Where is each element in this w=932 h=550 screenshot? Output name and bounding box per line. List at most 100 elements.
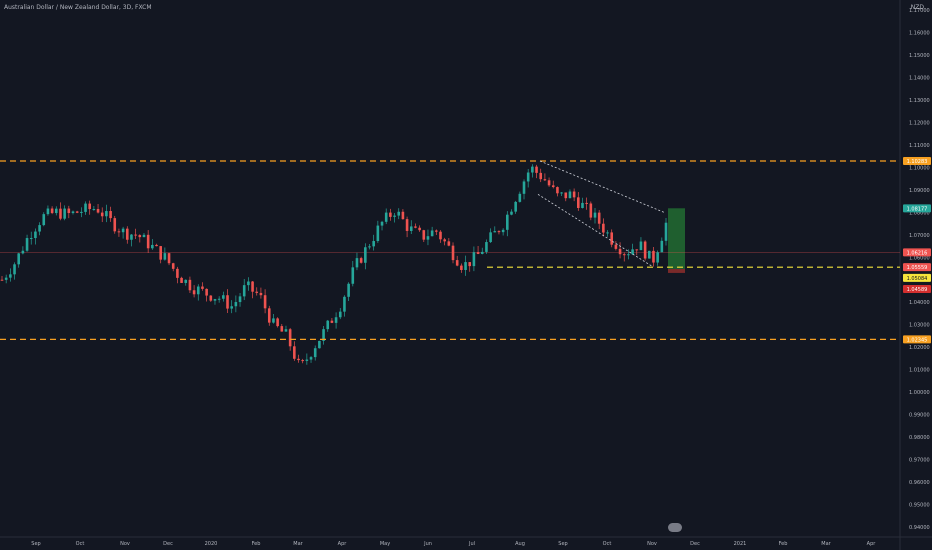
time-tick-label: Jun — [423, 541, 432, 547]
candle-body — [100, 212, 104, 217]
price-tick-label: 1.03000 — [909, 323, 930, 329]
time-tick-label: Dec — [690, 541, 700, 547]
candle-body — [489, 232, 492, 243]
candle-body — [201, 286, 204, 289]
candle-body — [84, 203, 87, 212]
candle-body — [171, 263, 175, 269]
price-tick-label: 1.08000 — [909, 210, 930, 216]
candle-body — [539, 172, 543, 180]
candle-body — [610, 232, 614, 245]
candle-body — [113, 218, 117, 232]
price-label-badge — [903, 204, 931, 213]
candle-body — [405, 219, 409, 231]
candle-body — [138, 235, 142, 238]
candle-body — [664, 222, 668, 241]
price-tick-label: 1.09000 — [909, 188, 930, 194]
candle-body — [418, 227, 421, 231]
candle-body — [330, 320, 334, 323]
candle-body — [105, 211, 108, 217]
candle-body — [384, 212, 388, 222]
price-tick-label: 1.02000 — [909, 345, 930, 351]
candle-body — [455, 260, 459, 266]
candle-body — [29, 238, 33, 240]
candle-body — [401, 211, 405, 220]
candle-body — [506, 214, 509, 230]
candle-body — [130, 234, 133, 240]
price-label-badge — [903, 273, 931, 282]
price-tick-label: 1.06000 — [909, 255, 930, 261]
candle-body — [343, 296, 346, 312]
candle-body — [259, 292, 263, 296]
candle-body — [188, 279, 192, 291]
candle-body — [589, 203, 593, 218]
stop-zone — [668, 268, 685, 273]
candle-body — [121, 228, 125, 233]
candle-body — [451, 245, 455, 261]
candle-body — [38, 225, 41, 232]
candle-body — [656, 252, 659, 263]
candle-body — [618, 248, 622, 255]
price-tick-label: 1.15000 — [909, 53, 930, 59]
candle-body — [247, 281, 250, 286]
currency-label: NZD — [910, 4, 924, 11]
candle-body — [71, 211, 75, 214]
candle-body — [25, 238, 29, 251]
candle-body — [635, 249, 639, 251]
candle-body — [551, 185, 555, 188]
candle-body — [267, 308, 271, 323]
candle-body — [364, 247, 367, 263]
candle-body — [447, 241, 451, 246]
tradingview-logo-icon — [668, 523, 682, 532]
price-label-badge — [903, 263, 931, 272]
candle-body — [430, 230, 434, 237]
candle-body — [163, 253, 167, 260]
candle-body — [50, 208, 54, 214]
candle-body — [376, 225, 380, 242]
time-tick-label: Feb — [252, 541, 261, 547]
candle-body — [75, 211, 79, 213]
candle-body — [476, 252, 480, 254]
time-tick-label: Feb — [779, 541, 788, 547]
candle-body — [167, 253, 171, 264]
candle-body — [96, 208, 100, 213]
candle-body — [142, 234, 146, 238]
candle-body — [485, 242, 488, 252]
candle-body — [389, 212, 392, 217]
candle-body — [497, 231, 501, 233]
candle-body — [355, 258, 359, 268]
candle-body — [572, 191, 576, 198]
candle-body — [577, 197, 580, 208]
candle-body — [380, 221, 384, 226]
candle-body — [334, 317, 338, 323]
candle-body — [209, 295, 213, 301]
candle-body — [322, 329, 325, 341]
candle-body — [59, 208, 62, 219]
candle-body — [622, 254, 626, 256]
chart-title: Australian Dollar / New Zealand Dollar, … — [4, 4, 152, 11]
candle-body — [88, 203, 91, 210]
candle-body — [238, 296, 242, 303]
time-tick-label: Apr — [338, 541, 348, 547]
price-label-text: 1.04589 — [907, 287, 928, 293]
price-label-text: 1.05084 — [907, 276, 928, 282]
time-tick-label: Mar — [293, 541, 303, 547]
candle-body — [205, 288, 208, 296]
candle-body — [351, 267, 355, 284]
candle-body — [347, 283, 350, 297]
candle-body — [309, 357, 313, 360]
candle-body — [305, 359, 309, 361]
candle-body — [522, 181, 526, 194]
candle-body — [639, 241, 643, 251]
candle-body — [501, 229, 505, 233]
candle-body — [647, 250, 651, 259]
candle-body — [359, 258, 363, 263]
candle-body — [54, 208, 58, 214]
candle-body — [426, 236, 430, 240]
candle-body — [217, 298, 221, 300]
price-tick-label: 1.11000 — [909, 143, 930, 149]
candle-body — [80, 211, 83, 213]
candle-body — [92, 208, 96, 210]
candle-body — [301, 360, 304, 362]
candle-body — [409, 226, 413, 231]
